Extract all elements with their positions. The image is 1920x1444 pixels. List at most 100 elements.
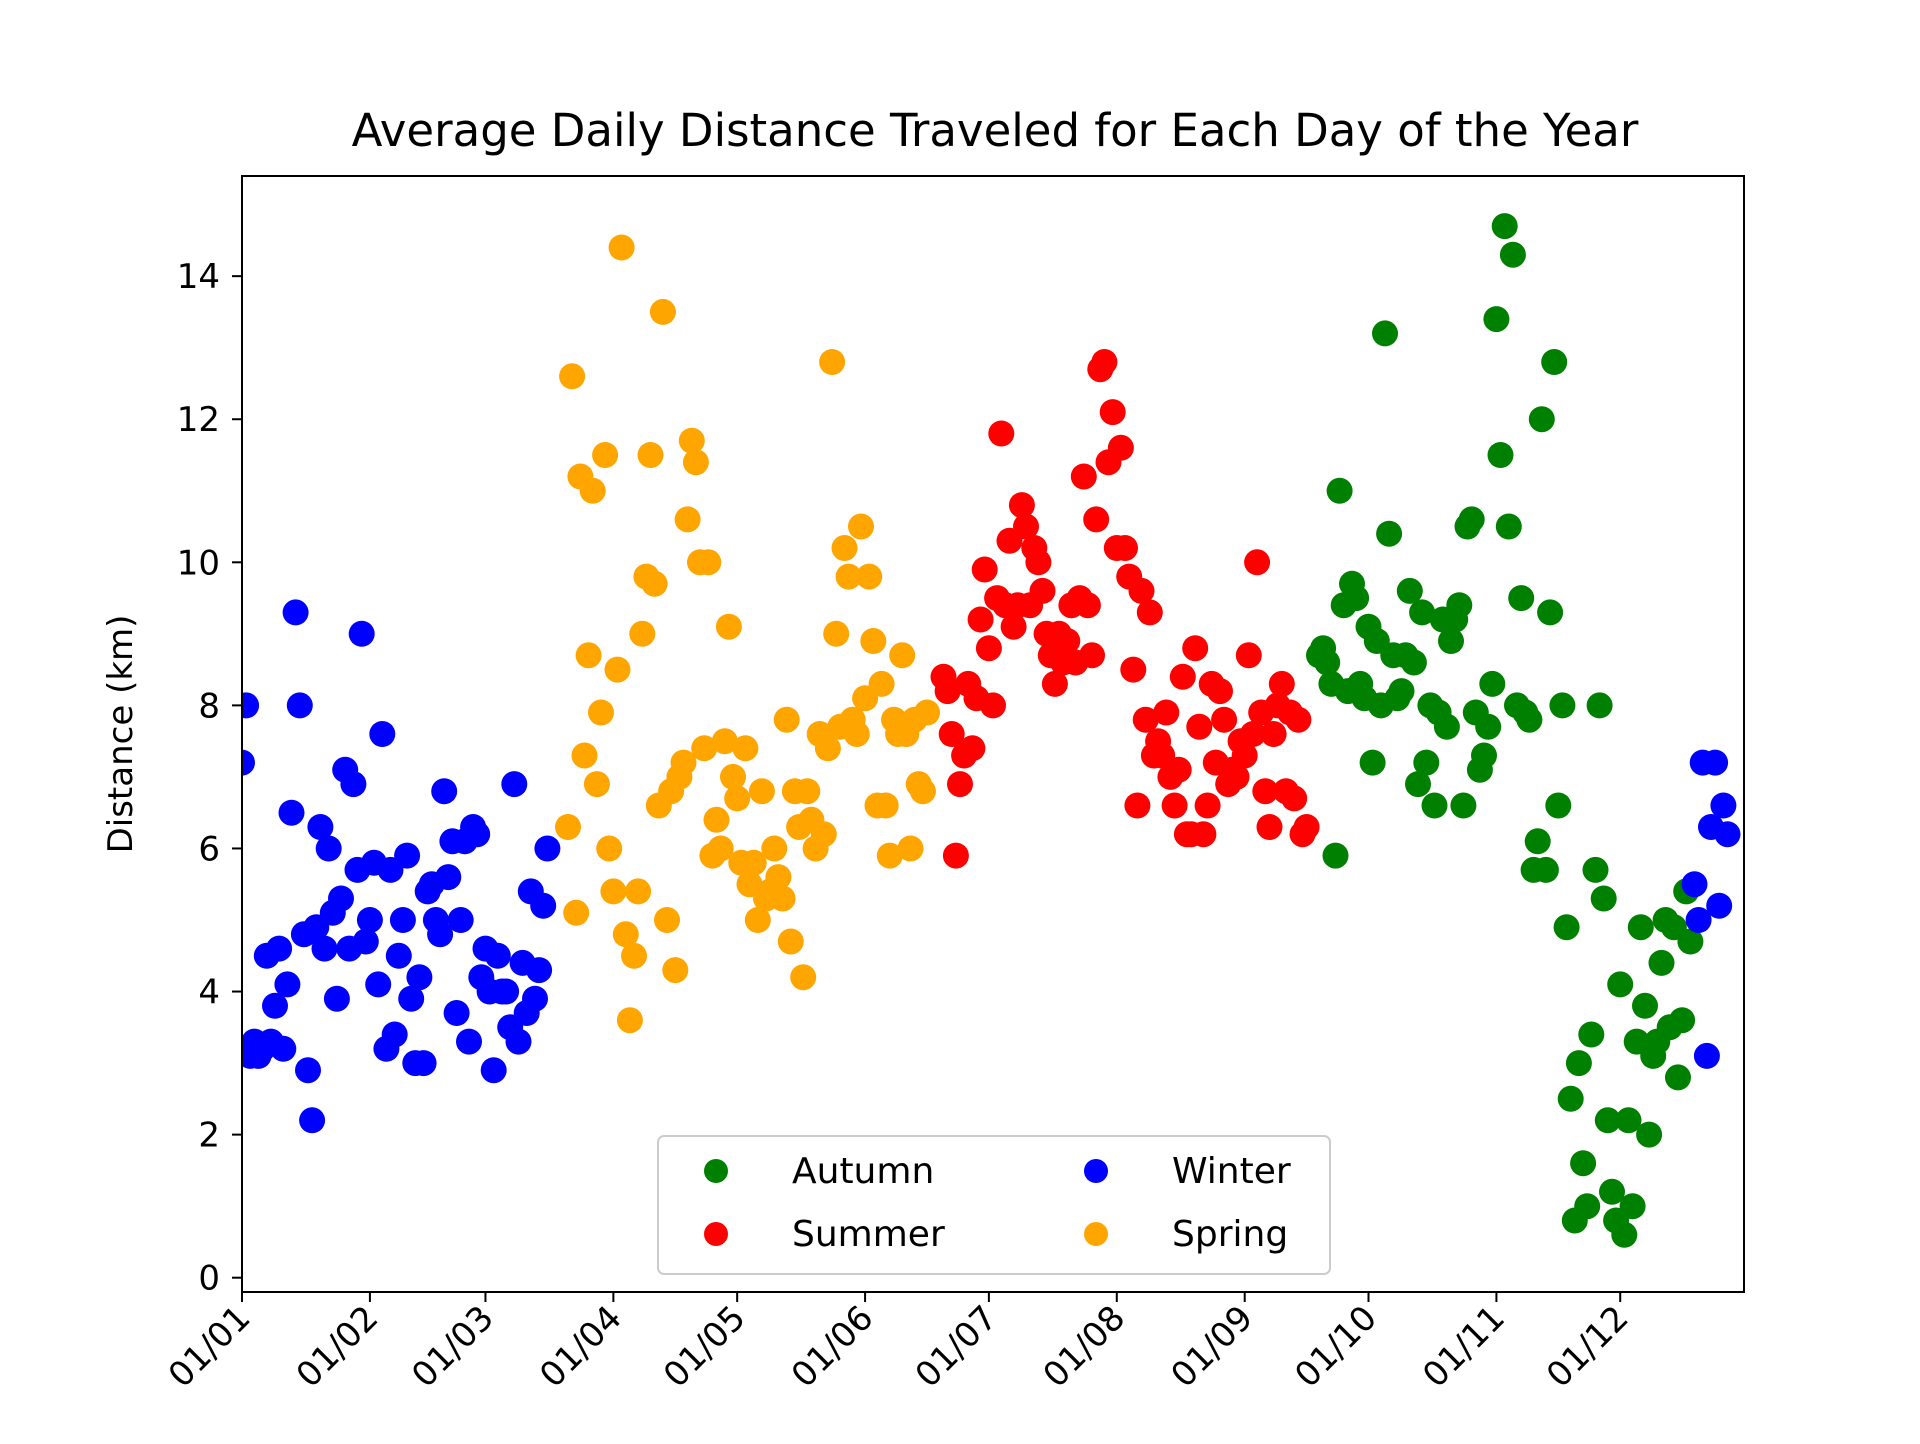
data-point-autumn xyxy=(1446,592,1473,619)
data-point-summer xyxy=(1041,670,1068,697)
data-point-autumn xyxy=(1677,928,1704,955)
data-point-autumn xyxy=(1487,442,1514,468)
data-point-autumn xyxy=(1413,749,1440,776)
data-point-spring xyxy=(608,234,635,261)
data-point-spring xyxy=(868,670,895,697)
data-point-summer xyxy=(1124,792,1151,819)
data-point-spring xyxy=(814,735,841,762)
data-point-winter xyxy=(340,771,367,798)
data-point-spring xyxy=(848,513,874,540)
data-point-spring xyxy=(674,506,701,533)
data-point-autumn xyxy=(1599,1178,1625,1205)
data-point-autumn xyxy=(1438,628,1464,654)
data-point-spring xyxy=(769,885,796,912)
data-point-spring xyxy=(600,878,627,905)
data-point-summer xyxy=(967,606,994,633)
data-point-summer xyxy=(1132,706,1159,733)
data-point-winter xyxy=(480,1057,507,1084)
data-point-winter xyxy=(447,907,474,933)
data-point-winter xyxy=(278,799,305,826)
data-point-autumn xyxy=(1627,914,1654,941)
data-point-autumn xyxy=(1570,1150,1597,1177)
data-point-summer xyxy=(1128,577,1155,604)
data-point-winter xyxy=(443,1000,470,1026)
data-point-summer xyxy=(1223,763,1250,790)
data-point-autumn xyxy=(1396,577,1423,604)
data-point-autumn xyxy=(1549,692,1576,719)
data-point-summer xyxy=(1190,821,1217,848)
data-point-autumn xyxy=(1516,706,1543,733)
data-point-summer xyxy=(1008,492,1035,519)
data-point-spring xyxy=(810,821,837,848)
data-point-winter xyxy=(369,721,396,747)
data-point-spring xyxy=(740,849,767,876)
data-point-spring xyxy=(909,778,936,805)
data-point-autumn xyxy=(1590,885,1617,912)
data-point-summer xyxy=(1136,599,1163,626)
data-point-winter xyxy=(493,978,520,1005)
data-point-summer xyxy=(1260,721,1287,747)
data-point-summer xyxy=(1054,628,1081,654)
data-point-autumn xyxy=(1475,713,1502,740)
legend-marker-spring xyxy=(1084,1222,1108,1246)
data-point-winter xyxy=(435,864,462,891)
data-point-spring xyxy=(612,921,639,948)
data-point-autumn xyxy=(1611,1221,1638,1248)
data-point-spring xyxy=(629,620,656,647)
data-point-autumn xyxy=(1632,992,1658,1019)
data-point-winter xyxy=(348,620,375,647)
data-point-summer xyxy=(1268,670,1295,697)
data-point-summer xyxy=(1252,778,1279,805)
data-point-spring xyxy=(843,721,870,747)
data-point-spring xyxy=(856,563,883,590)
data-point-winter xyxy=(1710,792,1737,819)
y-tick-label: 2 xyxy=(198,1116,220,1156)
data-point-summer xyxy=(1182,635,1209,662)
data-point-spring xyxy=(575,642,602,669)
data-point-autumn xyxy=(1578,1021,1605,1048)
legend-label-autumn: Autumn xyxy=(792,1151,934,1192)
data-point-autumn xyxy=(1491,213,1518,240)
data-point-autumn xyxy=(1326,477,1353,504)
data-point-autumn xyxy=(1557,1085,1584,1112)
data-point-winter xyxy=(385,942,412,969)
data-point-winter xyxy=(365,971,392,998)
data-point-winter xyxy=(242,692,260,719)
y-tick-label: 6 xyxy=(198,829,220,869)
data-point-spring xyxy=(707,835,734,862)
legend-label-summer: Summer xyxy=(792,1214,945,1255)
data-point-winter xyxy=(1681,871,1708,898)
data-point-autumn xyxy=(1607,971,1634,998)
data-point-summer xyxy=(1165,756,1192,783)
legend-frame xyxy=(657,1135,1331,1275)
data-point-winter xyxy=(505,1028,532,1055)
data-point-summer xyxy=(1099,399,1126,426)
data-point-spring xyxy=(596,835,623,862)
data-point-spring xyxy=(823,620,850,647)
y-tick-label: 4 xyxy=(198,973,220,1013)
data-point-winter xyxy=(381,1021,408,1048)
data-point-summer xyxy=(1120,656,1147,683)
data-point-autumn xyxy=(1450,792,1477,819)
data-point-autumn xyxy=(1574,1193,1601,1220)
data-point-winter xyxy=(356,907,383,933)
data-point-spring xyxy=(579,477,606,504)
data-point-winter xyxy=(406,964,433,991)
data-point-summer xyxy=(1285,706,1312,733)
data-point-spring xyxy=(794,778,821,805)
data-point-spring xyxy=(819,349,846,375)
data-point-winter xyxy=(431,778,458,805)
data-point-spring xyxy=(649,298,676,325)
data-point-spring xyxy=(777,928,804,955)
data-point-winter xyxy=(389,907,416,933)
data-point-spring xyxy=(732,735,759,762)
data-point-autumn xyxy=(1499,241,1526,268)
data-point-summer xyxy=(1235,642,1262,669)
data-point-spring xyxy=(748,778,775,805)
data-point-spring xyxy=(761,835,788,862)
data-point-spring xyxy=(555,814,581,840)
y-tick-label: 14 xyxy=(177,257,220,297)
data-point-autumn xyxy=(1508,585,1535,612)
data-point-summer xyxy=(1153,699,1180,726)
